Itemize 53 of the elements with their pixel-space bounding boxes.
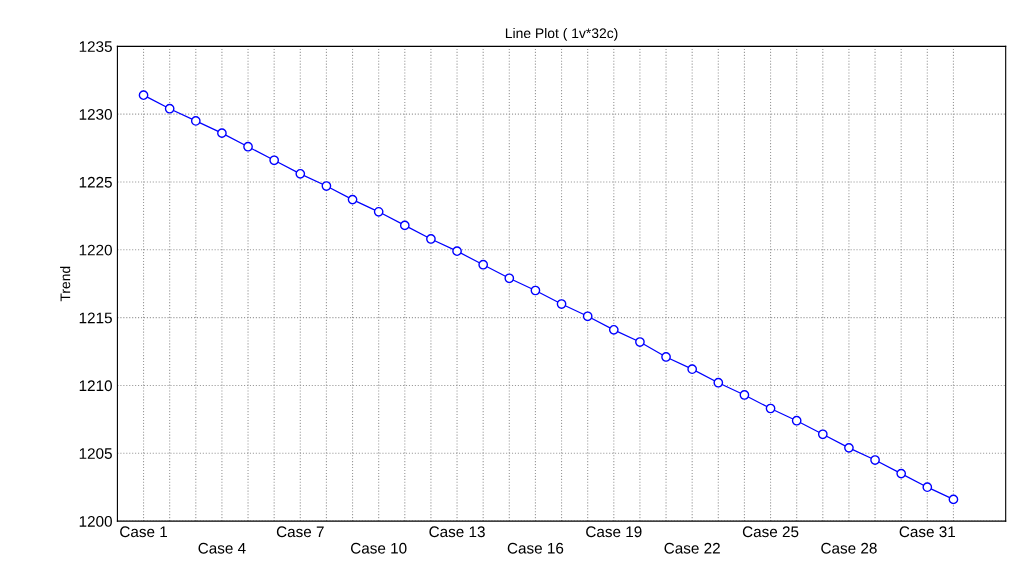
point: [295, 168, 306, 179]
point: [687, 364, 698, 375]
point: [608, 324, 619, 335]
y-tick-label: 1200: [79, 515, 112, 527]
x-tick-label: Case 31: [899, 526, 956, 538]
y-tick-label: 1230: [79, 109, 112, 120]
point: [217, 128, 227, 138]
point: [817, 429, 828, 440]
point: [190, 116, 201, 126]
point: [870, 455, 880, 465]
point: [635, 337, 645, 347]
point: [948, 494, 959, 505]
point: [582, 311, 593, 322]
point: [399, 220, 410, 231]
point: [556, 299, 567, 309]
point: [426, 234, 436, 244]
x-tick-label: Case 10: [351, 542, 407, 554]
x-tick-label: Case 13: [429, 526, 485, 538]
y-tick-label: 1215: [79, 312, 112, 324]
point: [164, 103, 175, 114]
x-tick-label: Case 1: [120, 526, 167, 538]
x-tick-label: Case 22: [664, 542, 720, 554]
point: [739, 390, 750, 400]
point: [844, 442, 854, 453]
point: [243, 141, 253, 152]
point: [765, 403, 776, 414]
x-tick-label: Case 25: [742, 526, 799, 538]
x-tick-label: Case 16: [507, 542, 564, 554]
point: [504, 273, 515, 284]
point: [896, 468, 907, 479]
point: [530, 285, 541, 296]
point: [661, 352, 671, 362]
y-tick-label: 1235: [79, 41, 112, 53]
y-axis-title: Trend: [60, 266, 71, 302]
point: [269, 155, 280, 166]
x-tick-label: Case 7: [276, 526, 324, 538]
point: [478, 259, 489, 270]
point: [347, 194, 358, 205]
y-tick-label: 1210: [79, 380, 112, 392]
point: [452, 246, 462, 257]
x-tick-label: Case 19: [586, 526, 642, 538]
y-tick-label: 1205: [79, 448, 112, 459]
point: [791, 415, 802, 426]
x-tick-label: Case 28: [821, 542, 877, 554]
x-tick-label: Case 4: [198, 542, 246, 554]
chart-title: Line Plot ( 1v*32c): [505, 27, 618, 41]
point: [321, 181, 332, 191]
point: [373, 206, 384, 217]
point: [138, 90, 149, 101]
y-tick-label: 1220: [79, 244, 112, 256]
y-tick-label: 1225: [79, 176, 112, 188]
point: [713, 377, 724, 388]
point: [922, 482, 933, 493]
